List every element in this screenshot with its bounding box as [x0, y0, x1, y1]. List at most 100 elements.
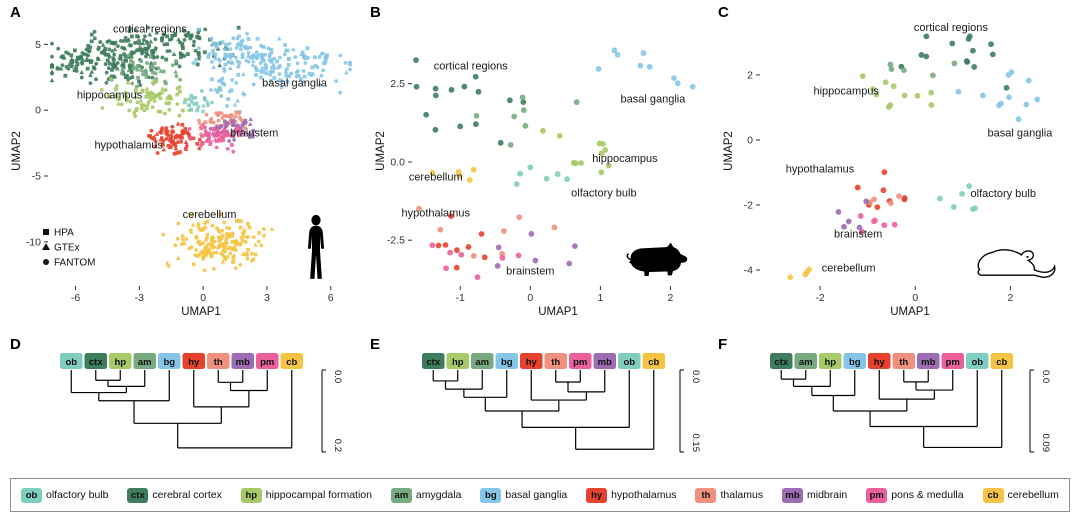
leaf-chip-am — [471, 353, 494, 369]
data-point-ctx — [143, 34, 147, 39]
data-point-cb — [199, 227, 205, 232]
data-point-cb — [223, 249, 227, 254]
data-point-bg — [258, 61, 263, 65]
leaf-chip-label: mb — [921, 357, 935, 368]
data-point-ctx — [69, 64, 74, 68]
data-point-ctx — [153, 37, 158, 42]
leaf-chip-th — [892, 353, 915, 369]
data-point-ctx — [1003, 84, 1010, 91]
data-point-bg — [229, 52, 233, 57]
data-point-am — [888, 66, 895, 73]
data-point-cb — [190, 213, 195, 217]
data-point-am — [473, 112, 480, 119]
data-point-hy — [874, 204, 881, 211]
data-point-hy — [164, 136, 169, 141]
leaf-chip-am — [133, 353, 156, 369]
data-point-ctx — [196, 30, 201, 35]
data-point-cb — [218, 212, 222, 217]
data-point-am — [174, 59, 178, 64]
data-point-bg — [343, 70, 349, 75]
data-point-cb — [246, 221, 250, 226]
data-point-ctx — [123, 35, 128, 40]
data-point-ctx — [83, 57, 89, 63]
data-point-pm — [200, 121, 206, 127]
data-point-hp — [154, 79, 159, 83]
data-point-ctx — [170, 33, 175, 38]
data-point-th — [416, 205, 422, 212]
data-point-am — [119, 71, 124, 76]
data-point-ctx — [193, 48, 198, 53]
data-point-cb — [161, 232, 166, 237]
data-point-ctx — [171, 51, 177, 56]
x-tick-label: 3 — [264, 292, 270, 304]
data-point-mb — [841, 223, 847, 230]
data-point-bg — [235, 59, 240, 64]
pig-silhouette-icon — [626, 242, 688, 276]
x-tick-label: 2 — [1007, 292, 1013, 304]
data-point-th — [216, 118, 221, 123]
legend-item-hp: hp hippocampal formation — [240, 487, 372, 503]
data-point-hp — [164, 101, 169, 106]
data-point-ctx — [413, 83, 420, 90]
data-point-am — [145, 61, 149, 65]
data-point-ctx — [181, 28, 186, 33]
legend-region-label: olfactory bulb — [46, 489, 109, 501]
data-point-ctx — [963, 58, 970, 64]
data-point-bg — [268, 78, 273, 83]
data-point-cb — [203, 237, 209, 242]
data-point-ctx — [125, 38, 130, 43]
data-point-bg — [955, 88, 962, 95]
data-point-hp — [175, 86, 180, 91]
leaf-chip-label: hp — [452, 357, 464, 368]
data-point-ctx — [165, 42, 170, 47]
data-point-ctx — [472, 121, 479, 128]
data-point-ctx — [145, 40, 150, 45]
cluster-label: basal ganglia — [262, 77, 328, 89]
data-point-ctx — [112, 52, 117, 57]
cluster-label: hippocampus — [814, 85, 880, 97]
data-point-hp — [114, 84, 119, 88]
data-point-hy — [168, 131, 174, 136]
data-point-cb — [201, 226, 206, 231]
data-point-bg — [246, 54, 251, 59]
data-point-hp — [100, 106, 105, 110]
data-point-hp — [177, 113, 182, 118]
data-point-ctx — [123, 54, 128, 59]
data-point-cb — [202, 246, 208, 252]
data-point-pm — [237, 133, 242, 138]
data-point-cb — [227, 226, 232, 231]
data-point-bg — [236, 64, 241, 69]
data-point-ctx — [56, 46, 61, 51]
data-point-bg — [213, 56, 218, 61]
data-point-bg — [240, 71, 246, 77]
data-point-ctx — [179, 55, 183, 60]
legend-item-hy: hy hypothalamus — [586, 487, 677, 503]
data-point-cb — [253, 252, 258, 257]
data-point-pm — [198, 125, 204, 131]
data-point-hp — [165, 96, 170, 101]
leaf-chip-label: ctx — [426, 357, 440, 368]
data-point-ctx — [236, 25, 241, 30]
data-point-hp — [123, 92, 129, 97]
y-tick-label: -5 — [32, 171, 41, 183]
data-point-ctx — [923, 33, 930, 40]
data-point-bg — [264, 66, 268, 71]
data-point-ob — [192, 102, 197, 107]
data-point-ctx — [150, 75, 155, 80]
panel-b: B -1 0 1 2 2.5 0.0 -2.5 UMAP1 UMAP2 cortical regi… — [366, 2, 710, 332]
data-point-bg — [250, 54, 255, 59]
data-point-ctx — [160, 55, 165, 60]
legend-chip-ctx: ctx — [127, 487, 149, 503]
dendrogram-human: ob ctx hp am bg hy th mb pm cb 0.0 0.2 — [60, 353, 343, 453]
data-point-cb — [245, 235, 249, 240]
cluster-label: cerebellum — [183, 209, 237, 221]
data-point-bg — [305, 46, 310, 51]
panel-c: C -2 0 2 2 0 -2 -4 UMAP1 UMAP2 cortical regions hi… — [714, 2, 1074, 332]
data-point-hp — [914, 92, 921, 99]
data-point-cb — [230, 234, 234, 238]
data-point-bg — [279, 85, 284, 90]
data-point-bg — [223, 46, 228, 52]
data-point-bg — [302, 74, 307, 79]
data-point-cb — [241, 229, 247, 234]
data-point-cb — [166, 264, 171, 269]
